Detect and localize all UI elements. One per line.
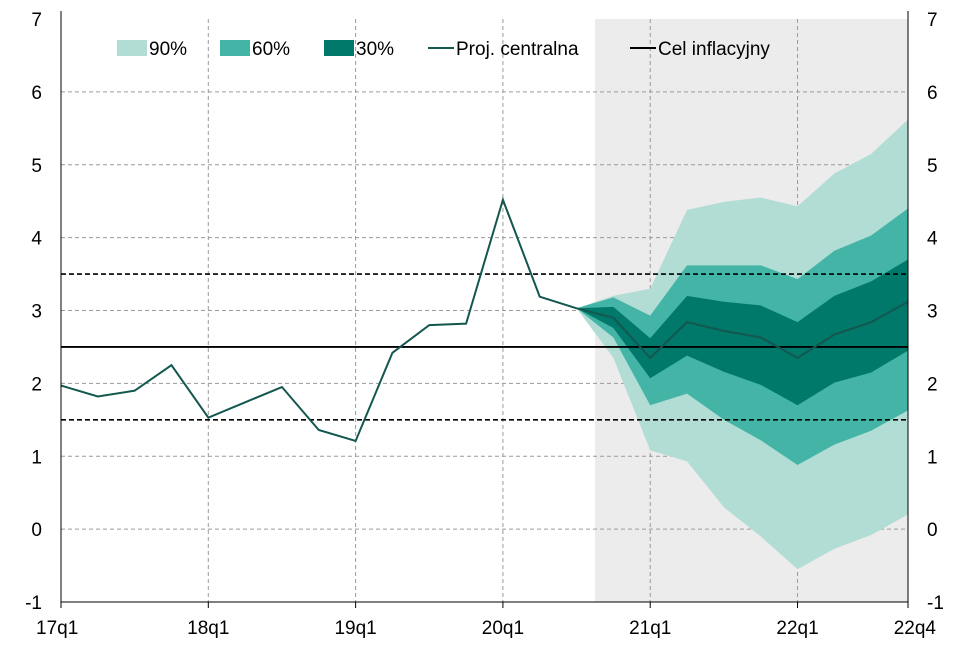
legend-swatch-30pct [324,40,354,56]
y-tick-label-right: 3 [927,302,938,323]
y-tick-label-right: 2 [927,374,938,395]
x-tick-label: 18q1 [187,618,229,639]
grid-lines [61,19,908,602]
y-tick-label-right: 6 [927,83,938,104]
central-projection-path [60,196,909,443]
y-tick-label-left: 2 [31,374,42,395]
axes [60,11,909,608]
legend-label: 60% [252,39,290,60]
central-projection-line [60,196,909,443]
y-tick-label-left: 1 [31,447,42,468]
y-axis-left-labels: -1 0 1 2 3 4 5 6 7 [25,10,42,614]
x-tick-label: 19q1 [334,618,376,639]
x-axis-labels: 17q1 18q1 19q1 20q1 21q1 22q1 22q4 [36,618,936,639]
x-tick-label: 22q1 [776,618,818,639]
legend-swatch-90pct [117,40,147,56]
y-tick-label-right: 5 [927,156,938,177]
y-tick-label-right: -1 [927,593,944,614]
y-tick-label-right: 4 [927,229,938,250]
y-tick-label-left: 6 [31,83,42,104]
y-tick-label-left: 4 [31,229,42,250]
y-tick-label-left: 0 [31,520,42,541]
legend-swatch-60pct [220,40,250,56]
legend-label: Cel inflacyjny [658,39,770,60]
y-tick-label-right: 1 [927,447,938,468]
x-tick-label: 22q4 [894,618,937,639]
x-tick-label: 17q1 [36,618,78,639]
y-axis-right-labels: -1 0 1 2 3 4 5 6 7 [927,10,944,614]
y-tick-label-right: 7 [927,10,938,31]
legend-label: 30% [356,39,394,60]
x-tick-label: 20q1 [482,618,524,639]
legend: 90% 60% 30% Proj. centralna Cel inflacyjny [117,39,770,60]
y-tick-label-right: 0 [927,520,938,541]
y-tick-label-left: 5 [31,156,42,177]
fan-band-30pct [576,259,908,406]
x-tick-label: 21q1 [629,618,671,639]
reference-lines [61,273,908,421]
legend-label: 90% [149,39,187,60]
y-tick-label-left: 3 [31,302,42,323]
legend-label: Proj. centralna [456,39,579,60]
fan-bands [576,119,908,570]
y-tick-label-left: -1 [25,593,42,614]
y-tick-label-left: 7 [31,10,42,31]
